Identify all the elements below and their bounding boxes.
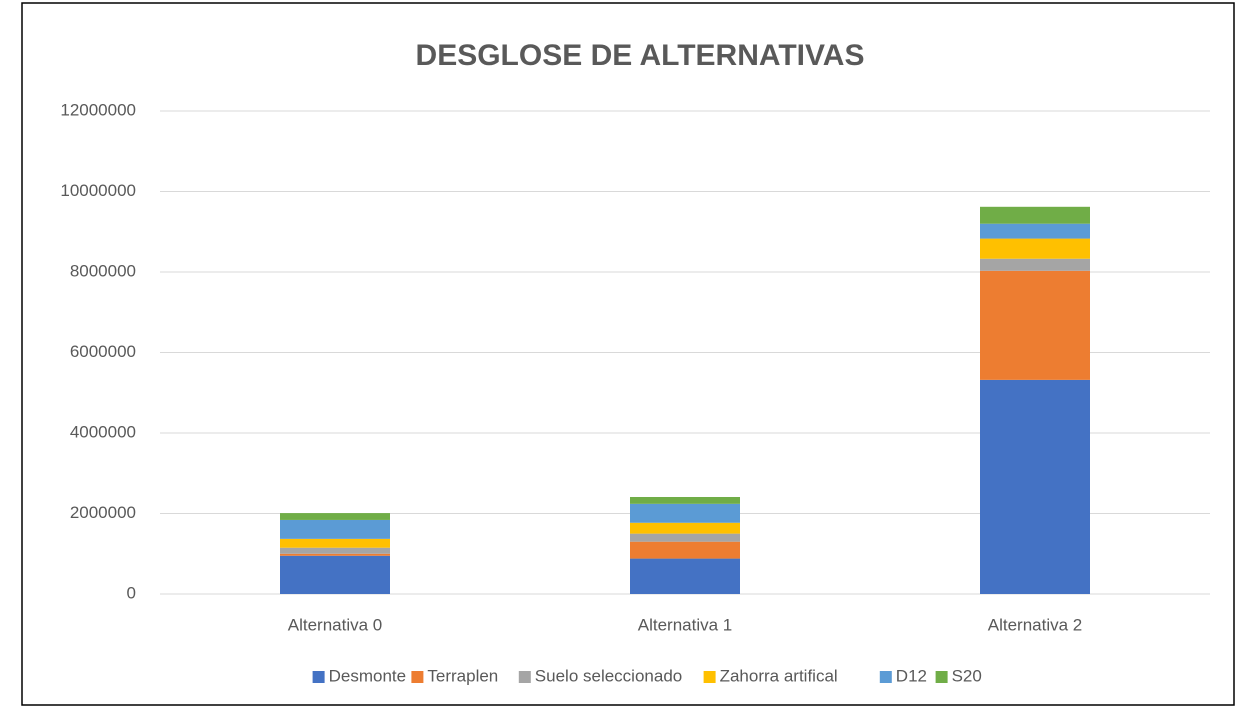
bar-segment — [980, 223, 1090, 239]
bar-segment — [980, 270, 1090, 380]
bar-segment — [280, 547, 390, 554]
bar-segment — [980, 258, 1090, 271]
bar-segment — [630, 522, 740, 534]
bar-segment — [630, 496, 740, 504]
legend-label: Desmonte — [329, 666, 406, 685]
y-tick-label: 8000000 — [70, 261, 136, 280]
y-tick-label: 12000000 — [60, 100, 136, 119]
bar-segment — [980, 238, 1090, 259]
bar-segment — [280, 519, 390, 539]
bar-segment — [980, 206, 1090, 224]
y-tick-label: 10000000 — [60, 181, 136, 200]
bar-segment — [630, 558, 740, 594]
legend-label: D12 — [896, 666, 927, 685]
bar-segment — [280, 538, 390, 548]
x-tick-label: Alternativa 2 — [988, 615, 1083, 634]
bar-segment — [280, 513, 390, 520]
y-tick-label: 0 — [127, 583, 136, 602]
legend-swatch — [411, 671, 424, 683]
legend-swatch — [703, 671, 716, 683]
y-tick-label: 6000000 — [70, 342, 136, 361]
legend-label: S20 — [952, 666, 982, 685]
chart-title: DESGLOSE DE ALTERNATIVAS — [416, 39, 865, 72]
legend-label: Zahorra artifical — [720, 666, 838, 685]
bar-segment — [630, 533, 740, 542]
x-tick-label: Alternativa 1 — [638, 615, 733, 634]
x-tick-label: Alternativa 0 — [288, 615, 383, 634]
legend-swatch — [935, 671, 948, 683]
legend-swatch — [312, 671, 325, 683]
bar-segment — [280, 553, 390, 556]
bar-segment — [980, 379, 1090, 594]
y-tick-label: 4000000 — [70, 422, 136, 441]
bar-segment — [630, 541, 740, 559]
bar-segment — [280, 555, 390, 594]
bar-segment — [630, 503, 740, 523]
legend-swatch — [879, 671, 892, 683]
legend-label: Terraplen — [427, 666, 498, 685]
legend-label: Suelo seleccionado — [535, 666, 682, 685]
y-tick-label: 2000000 — [70, 503, 136, 522]
legend-swatch — [518, 671, 531, 683]
